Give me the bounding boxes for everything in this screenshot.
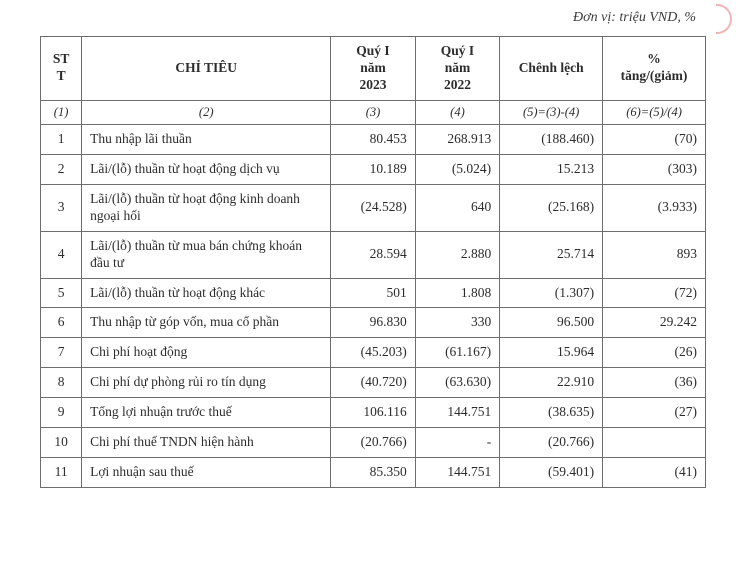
cell-diff: (59.401) [500,457,603,487]
col-header-q1-2022: Quý Inăm2022 [415,37,499,101]
cell-label: Thu nhập từ góp vốn, mua cổ phần [82,308,331,338]
cell-q1-2023: 80.453 [331,125,415,155]
table-body: 1Thu nhập lãi thuần80.453268.913(188.460… [41,125,706,487]
cell-diff: (20.766) [500,427,603,457]
cell-label: Thu nhập lãi thuần [82,125,331,155]
cell-label: Lãi/(lỗ) thuần từ hoạt động kinh doanh n… [82,185,331,232]
table-row: 9Tổng lợi nhuận trước thuế106.116144.751… [41,398,706,428]
cell-diff: 15.213 [500,155,603,185]
cell-index: 10 [41,427,82,457]
cell-pct: (3.933) [603,185,706,232]
col-header-q1-2023: Quý Inăm2023 [331,37,415,101]
cell-index: 2 [41,155,82,185]
cell-pct: (36) [603,368,706,398]
table-row: 11Lợi nhuận sau thuế85.350144.751(59.401… [41,457,706,487]
formula-c2: (2) [82,100,331,125]
formula-c5: (5)=(3)-(4) [500,100,603,125]
cell-q1-2023: (24.528) [331,185,415,232]
cell-label: Lợi nhuận sau thuế [82,457,331,487]
cell-q1-2023: 96.830 [331,308,415,338]
table-row: 10Chi phí thuế TNDN hiện hành(20.766)-(2… [41,427,706,457]
cell-q1-2022: 268.913 [415,125,499,155]
cell-diff: 25.714 [500,231,603,278]
col-header-stt: STT [41,37,82,101]
cell-index: 7 [41,338,82,368]
formula-c6: (6)=(5)/(4) [603,100,706,125]
cell-q1-2022: (61.167) [415,338,499,368]
cell-index: 3 [41,185,82,232]
cell-q1-2022: (63.630) [415,368,499,398]
cell-q1-2022: 1.808 [415,278,499,308]
cell-q1-2022: (5.024) [415,155,499,185]
formula-c4: (4) [415,100,499,125]
table-row: 8Chi phí dự phòng rủi ro tín dụng(40.720… [41,368,706,398]
cell-pct: (303) [603,155,706,185]
cell-q1-2023: (45.203) [331,338,415,368]
cell-index: 6 [41,308,82,338]
cell-pct: 29.242 [603,308,706,338]
cell-q1-2023: (20.766) [331,427,415,457]
cell-label: Chi phí hoạt động [82,338,331,368]
table-header-row: STT CHỈ TIÊU Quý Inăm2023 Quý Inăm2022 C… [41,37,706,101]
cell-q1-2022: - [415,427,499,457]
cell-diff: (25.168) [500,185,603,232]
cell-q1-2023: 85.350 [331,457,415,487]
cell-q1-2022: 2.880 [415,231,499,278]
cell-label: Tổng lợi nhuận trước thuế [82,398,331,428]
financial-table: STT CHỈ TIÊU Quý Inăm2023 Quý Inăm2022 C… [40,36,706,488]
cell-label: Chi phí dự phòng rủi ro tín dụng [82,368,331,398]
cell-q1-2022: 640 [415,185,499,232]
cell-pct: (70) [603,125,706,155]
table-row: 4Lãi/(lỗ) thuần từ mua bán chứng khoán đ… [41,231,706,278]
cell-pct [603,427,706,457]
cell-index: 4 [41,231,82,278]
cell-pct: (27) [603,398,706,428]
cell-diff: (188.460) [500,125,603,155]
cell-diff: (1.307) [500,278,603,308]
table-row: 5Lãi/(lỗ) thuần từ hoạt động khác5011.80… [41,278,706,308]
formula-c1: (1) [41,100,82,125]
cell-q1-2022: 330 [415,308,499,338]
cell-diff: 22.910 [500,368,603,398]
cell-index: 5 [41,278,82,308]
cell-label: Lãi/(lỗ) thuần từ mua bán chứng khoán đầ… [82,231,331,278]
cell-label: Lãi/(lỗ) thuần từ hoạt động dịch vụ [82,155,331,185]
table-row: 2Lãi/(lỗ) thuần từ hoạt động dịch vụ10.1… [41,155,706,185]
stamp-fragment [702,4,732,34]
cell-label: Lãi/(lỗ) thuần từ hoạt động khác [82,278,331,308]
cell-pct: 893 [603,231,706,278]
cell-q1-2023: 501 [331,278,415,308]
cell-pct: (72) [603,278,706,308]
cell-q1-2023: 10.189 [331,155,415,185]
cell-diff: 96.500 [500,308,603,338]
cell-label: Chi phí thuế TNDN hiện hành [82,427,331,457]
cell-pct: (41) [603,457,706,487]
col-header-percent: %tăng/(giảm) [603,37,706,101]
cell-index: 9 [41,398,82,428]
col-header-chenhlech: Chênh lệch [500,37,603,101]
cell-diff: 15.964 [500,338,603,368]
table-row: 6Thu nhập từ góp vốn, mua cổ phần96.8303… [41,308,706,338]
table-row: 7Chi phí hoạt động(45.203)(61.167)15.964… [41,338,706,368]
unit-line: Đơn vị: triệu VND, % [40,10,696,26]
table-row: 3Lãi/(lỗ) thuần từ hoạt động kinh doanh … [41,185,706,232]
cell-pct: (26) [603,338,706,368]
cell-q1-2023: 28.594 [331,231,415,278]
cell-q1-2023: (40.720) [331,368,415,398]
formula-c3: (3) [331,100,415,125]
table-formula-row: (1) (2) (3) (4) (5)=(3)-(4) (6)=(5)/(4) [41,100,706,125]
cell-q1-2022: 144.751 [415,398,499,428]
cell-diff: (38.635) [500,398,603,428]
cell-q1-2022: 144.751 [415,457,499,487]
col-header-chitieu: CHỈ TIÊU [82,37,331,101]
table-row: 1Thu nhập lãi thuần80.453268.913(188.460… [41,125,706,155]
cell-index: 1 [41,125,82,155]
cell-index: 8 [41,368,82,398]
cell-q1-2023: 106.116 [331,398,415,428]
cell-index: 11 [41,457,82,487]
